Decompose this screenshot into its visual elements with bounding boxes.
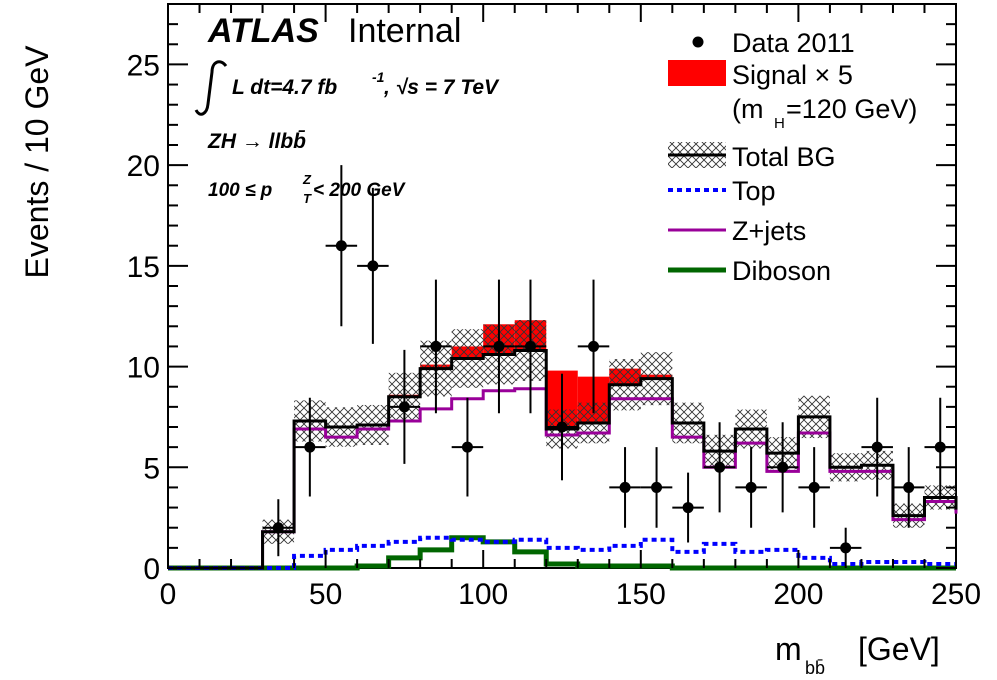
ptz-subscript: T <box>303 191 312 206</box>
data-point <box>619 481 631 493</box>
data-point <box>335 240 347 252</box>
y-tick-label: 5 <box>143 452 160 485</box>
legend-label-diboson: Diboson <box>732 256 831 286</box>
legend-label-mass-sub: H <box>774 115 785 132</box>
status-label: Internal <box>348 12 461 50</box>
x-tick-label: 150 <box>616 578 666 611</box>
data-point <box>367 260 379 272</box>
data-point <box>714 461 726 473</box>
y-tick-label: 25 <box>127 49 160 82</box>
legend-label-zjets: Z+jets <box>732 216 806 246</box>
y-axis-label: Events / 10 GeV <box>19 45 55 279</box>
ptz-suffix: < 200 GeV <box>313 180 406 201</box>
x-tick-label: 100 <box>458 578 508 611</box>
lumi-exponent: -1 <box>372 69 385 85</box>
legend-label-data: Data 2011 <box>732 28 855 58</box>
ptz-superscript: Z <box>302 172 312 187</box>
series-line-top <box>168 535 956 570</box>
legend-label-bg: Total BG <box>732 142 836 172</box>
ptz-label: 100 ≤ p <box>208 180 272 201</box>
x-axis-label-main: m <box>775 631 802 667</box>
data-point <box>934 441 946 453</box>
data-point <box>651 481 663 493</box>
data-point <box>430 340 442 352</box>
x-tick-label: 50 <box>309 578 342 611</box>
data-point <box>903 481 915 493</box>
data-point <box>840 542 852 554</box>
lumi-label: L dt=4.7 fb <box>232 76 337 99</box>
y-tick-label: 15 <box>127 251 160 284</box>
y-tick-label: 0 <box>143 553 160 586</box>
data-point <box>493 340 505 352</box>
x-tick-label: 200 <box>773 578 823 611</box>
x-axis-label: m bb̄ [GeV] <box>775 631 940 678</box>
integral-sign-icon <box>194 60 228 116</box>
data-point <box>398 401 410 413</box>
data-point <box>808 481 820 493</box>
y-tick-label: 10 <box>127 352 160 385</box>
atlas-label: ATLAS <box>207 12 319 50</box>
atlas-annotations: ATLAS Internal L dt=4.7 fb -1 , √s = 7 T… <box>194 12 500 206</box>
data-point <box>461 441 473 453</box>
legend-label-mass-rest: =120 GeV) <box>786 94 917 124</box>
data-point <box>524 340 536 352</box>
series-line-diboson <box>168 535 956 571</box>
legend-label-mass: (m <box>732 94 763 124</box>
y-tick-label: 20 <box>127 150 160 183</box>
legend-label-top: Top <box>732 176 776 206</box>
data-point <box>777 461 789 473</box>
x-axis-label-unit: [GeV] <box>858 631 940 667</box>
data-point <box>588 340 600 352</box>
legend: Data 2011 Signal × 5 (m H =120 GeV) Tota… <box>668 28 917 286</box>
legend-marker-data <box>692 36 704 48</box>
x-tick-label: 250 <box>931 578 981 611</box>
x-tick-label: 0 <box>160 578 177 611</box>
data-point <box>304 441 316 453</box>
data-point <box>871 441 883 453</box>
data-point <box>556 421 568 433</box>
energy-label: , √s = 7 TeV <box>383 76 500 99</box>
x-axis-label-sub: bb̄ <box>805 658 825 678</box>
channel-label: ZH → llbb̄ <box>207 130 306 153</box>
legend-label-signal: Signal × 5 <box>732 60 853 90</box>
series-line-total-bg <box>168 348 958 570</box>
legend-swatch-signal <box>668 60 726 86</box>
data-point <box>682 502 694 514</box>
data-point <box>745 481 757 493</box>
data-point <box>272 522 284 534</box>
